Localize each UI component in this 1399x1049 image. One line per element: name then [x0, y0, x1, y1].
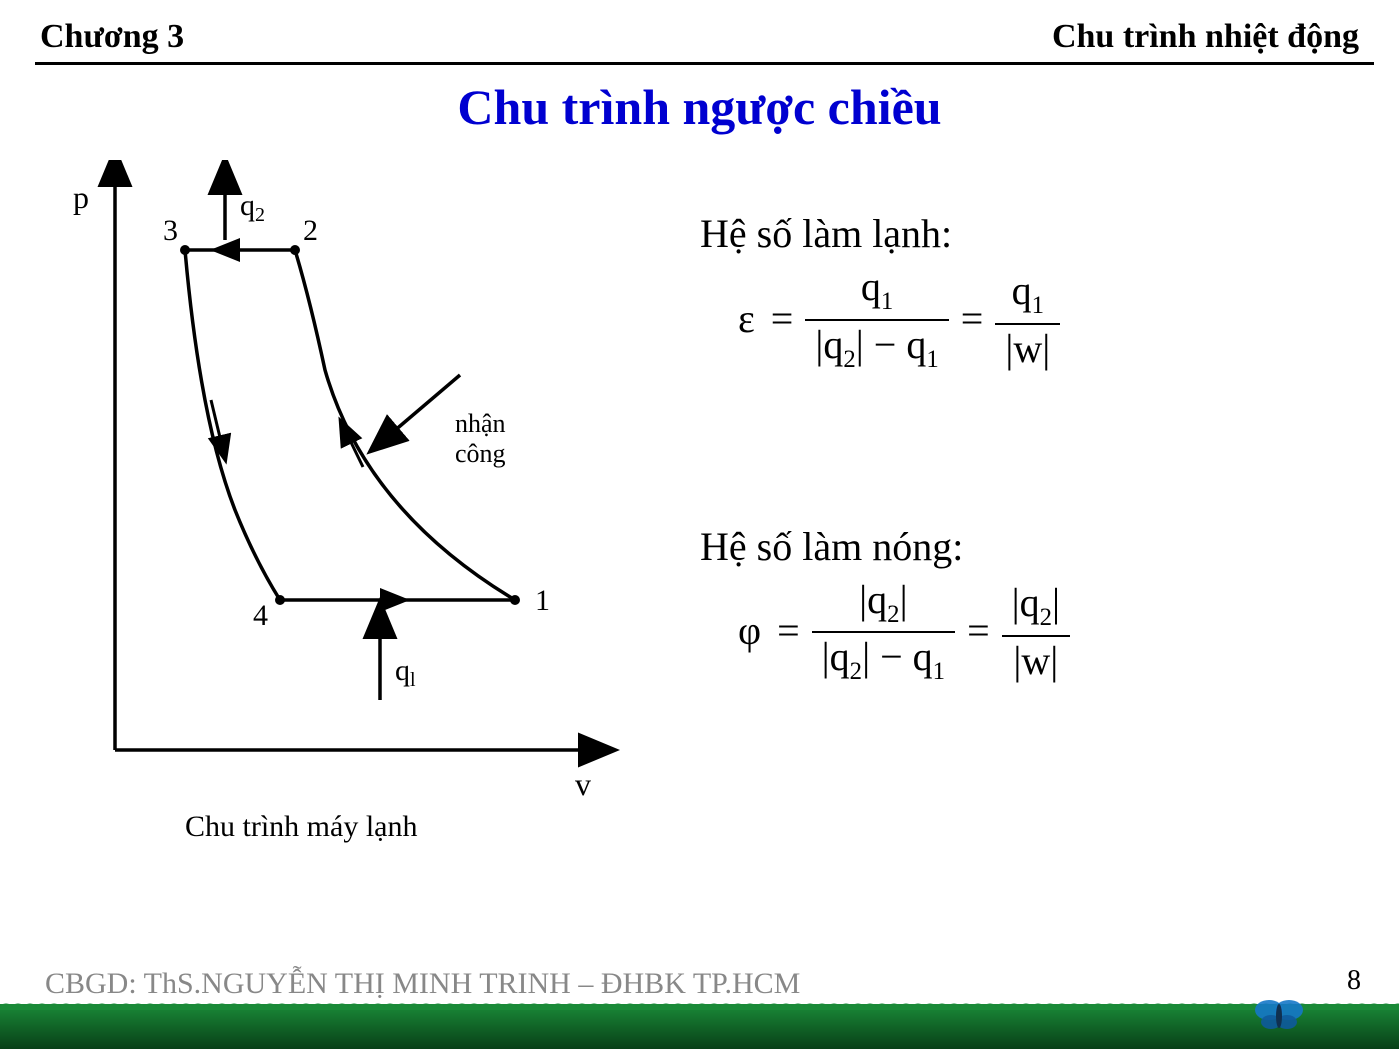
slide-title: Chu trình ngược chiều [0, 78, 1399, 136]
equals-4: = [967, 611, 990, 651]
x-axis-label: v [575, 766, 591, 802]
slide-header: Chương 3 Chu trình nhiệt động [0, 0, 1399, 55]
point-2-label: 2 [303, 214, 318, 247]
pv-diagram: p v 1 2 3 4 [45, 160, 665, 840]
grass-decoration [0, 1004, 1399, 1049]
equals-3: = [777, 611, 800, 651]
cooling-frac-2: q1 |w| [995, 269, 1060, 369]
chapter-label: Chương 3 [40, 18, 184, 56]
heating-frac-2: |q2| |w| [1002, 581, 1070, 681]
cooling-equation: ε = q1 |q2| − q1 = q1 |w| [730, 265, 1360, 373]
cooling-frac-1-den: |q2| − q1 [805, 321, 948, 373]
work-arrow [393, 375, 460, 432]
heating-equation: φ = |q2| |q2| − q1 = |q2| |w| [730, 578, 1360, 686]
point-3-label: 3 [163, 214, 178, 247]
point-1-label: 1 [535, 584, 550, 617]
cooling-title: Hệ số làm lạnh: [700, 210, 1360, 257]
heating-frac-2-num: |q2| [1002, 581, 1070, 637]
cooling-frac-2-den: |w| [995, 325, 1060, 369]
edge-3-4 [185, 250, 280, 600]
point-2-dot [290, 245, 300, 255]
heating-coefficient: Hệ số làm nóng: φ = |q2| |q2| − q1 = |q2… [700, 523, 1360, 686]
point-4-label: 4 [253, 599, 268, 632]
equals-1: = [771, 299, 794, 339]
heating-frac-1-num: |q2| [812, 578, 955, 634]
point-3-dot [180, 245, 190, 255]
heating-frac-1-den: |q2| − q1 [812, 633, 955, 685]
slide-footer: CBGD: ThS.NGUYỄN THỊ MINH TRINH – ĐHBK T… [0, 963, 1399, 1049]
diagram-caption: Chu trình máy lạnh [185, 810, 417, 844]
heating-title: Hệ số làm nóng: [700, 523, 1360, 570]
cooling-frac-1-num: q1 [805, 265, 948, 321]
slide: Chương 3 Chu trình nhiệt động Chu trình … [0, 0, 1399, 1049]
point-1-dot [510, 595, 520, 605]
equals-2: = [961, 299, 984, 339]
butterfly-icon [1249, 992, 1309, 1037]
header-divider [35, 62, 1374, 65]
heating-frac-1: |q2| |q2| − q1 [812, 578, 955, 686]
heating-frac-2-den: |w| [1002, 637, 1070, 681]
work-label-2: công [455, 439, 506, 468]
pv-diagram-svg: p v 1 2 3 4 [45, 160, 665, 840]
epsilon-symbol: ε [738, 299, 755, 339]
q1-label: ql [395, 654, 416, 691]
equations-area: Hệ số làm lạnh: ε = q1 |q2| − q1 = q1 |w… [700, 210, 1360, 685]
topic-label: Chu trình nhiệt động [1052, 18, 1359, 56]
y-axis-label: p [73, 179, 89, 215]
cooling-coefficient: Hệ số làm lạnh: ε = q1 |q2| − q1 = q1 |w… [700, 210, 1360, 373]
work-label-1: nhận [455, 409, 506, 438]
q2-label: q2 [240, 189, 265, 226]
cooling-frac-1: q1 |q2| − q1 [805, 265, 948, 373]
point-4-dot [275, 595, 285, 605]
cooling-frac-2-num: q1 [995, 269, 1060, 325]
phi-symbol: φ [738, 611, 761, 651]
